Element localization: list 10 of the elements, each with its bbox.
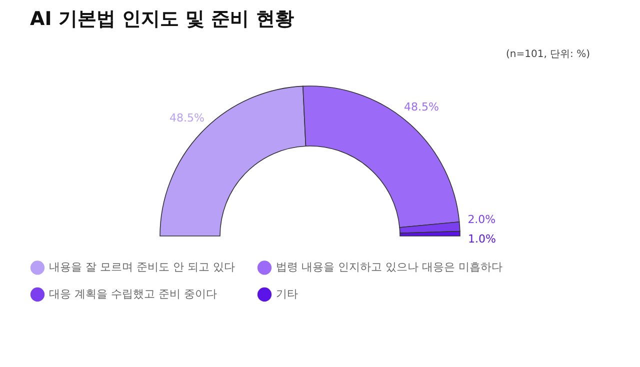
data-label: 1.0% [468,232,496,246]
data-label: 48.5% [170,112,204,125]
legend-label: 법령 내용을 인지하고 있으나 대응은 미흡하다 [276,260,502,274]
legend-label: 내용을 잘 모르며 준비도 안 되고 있다 [49,260,235,274]
data-label: 48.5% [404,100,439,114]
legend-label: 기타 [276,288,298,300]
legend-label: 대응 계획을 수립했고 준비 중이다 [49,288,217,300]
data-label: 2.0% [468,213,496,226]
text: (n=101, 단위: %) [506,49,590,60]
chart-title: AI 기본법 인지도 및 준비 현황 [30,8,294,30]
